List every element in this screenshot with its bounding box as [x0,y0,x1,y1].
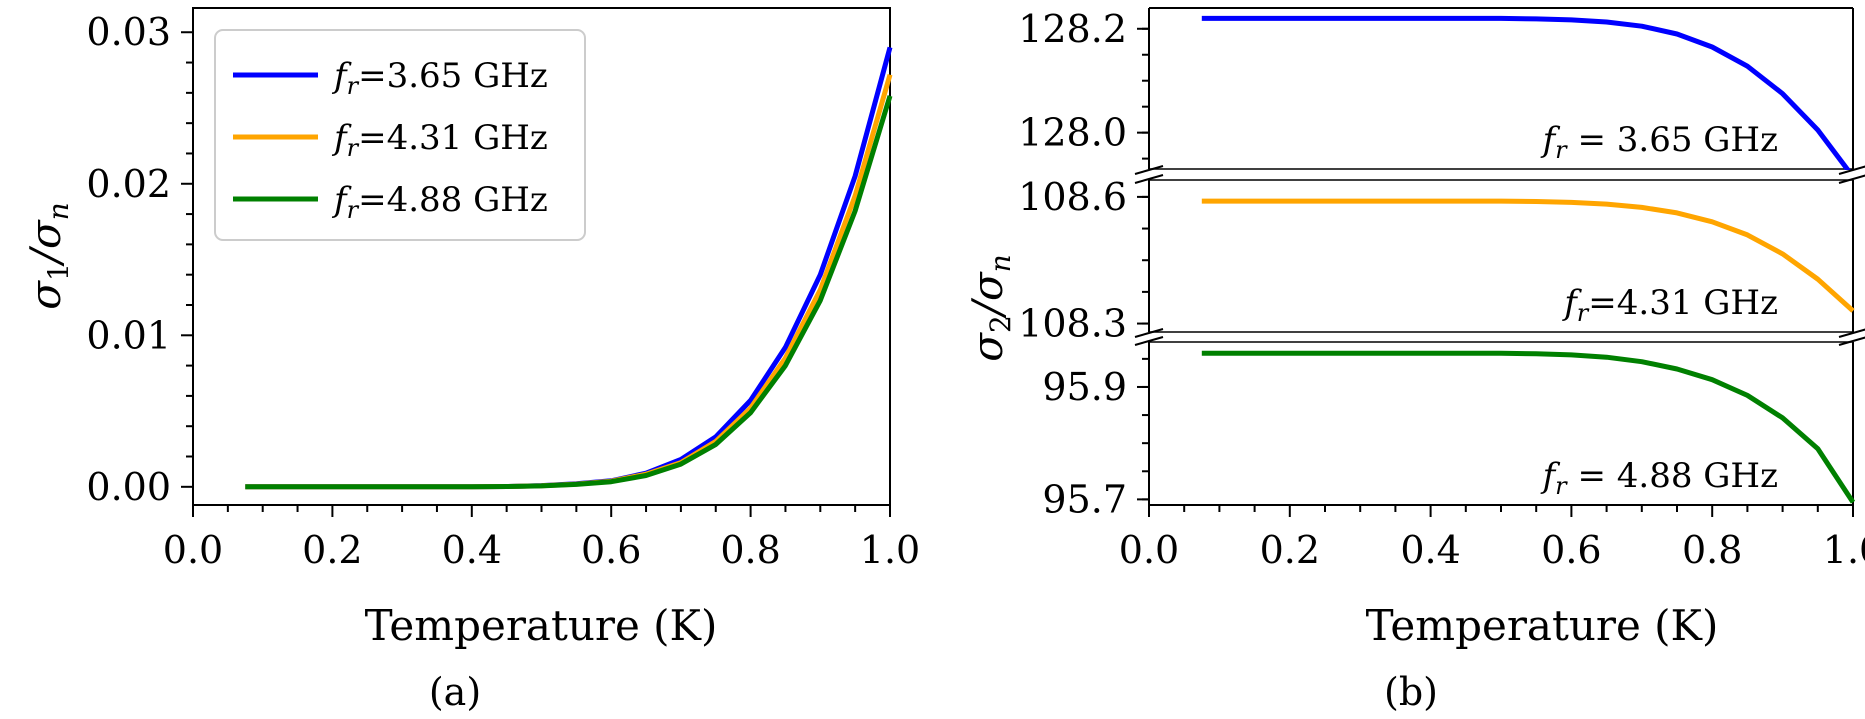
y-tick-label: 128.2 [1018,7,1127,51]
y-tick-label: 95.7 [1042,477,1127,521]
ylabel-a-slash: /σ [21,219,70,267]
panel-a-xlabel: Temperature (K) [365,601,718,650]
ylabel-b-subn: n [984,254,1017,272]
axis-break-mark [1134,165,1164,175]
x-tick-label: 0.4 [1400,528,1460,572]
ylabel-a-sub1: 1 [42,263,75,281]
series-line [1201,15,1855,179]
x-tick-label: 1.0 [1823,528,1865,572]
y-tick-label: 128.0 [1018,111,1127,155]
axis-break-mark [1134,174,1164,184]
x-tick-label: 1.0 [860,528,920,572]
panel-a: 0.0 0.2 0.4 0.6 0.8 1.0 0.00 0.01 0.02 0.03 fr=3… [21,7,920,714]
break-gap [1839,170,1865,179]
x-tick-label: 0.4 [442,528,502,572]
x-tick-label: 0.2 [302,528,362,572]
ylabel-a-subn: n [42,202,75,220]
legend: fr=3.65 GHz fr=4.31 GHz fr=4.88 GHz [214,29,586,241]
x-tick-label: 0.2 [1260,528,1320,572]
legend-label: fr=4.88 GHz [331,180,548,224]
series-line [245,95,893,490]
break-gap [1135,170,1163,179]
y-tick-label: 108.3 [1018,302,1127,346]
panel-b-ylabel: σ2/σn [963,254,1017,361]
panel-a-caption: (a) [429,670,481,714]
break-gap [1839,333,1865,341]
series-line [1201,198,1855,313]
x-tick-label: 0.6 [1541,528,1601,572]
axis-break-mark [1838,336,1865,346]
ylabel-b-sub2: 2 [984,315,1017,333]
x-tick-label: 0.8 [720,528,780,572]
x-tick-label: 0.6 [581,528,641,572]
legend-label: fr=3.65 GHz [331,56,548,100]
axis-break-mark [1134,328,1164,338]
panel-b-xlabel: Temperature (K) [1366,601,1719,650]
series-line [1201,350,1856,504]
x-tick-label: 0.0 [1119,528,1179,572]
series-annotation: fr=4.31 GHz [1561,283,1778,327]
y-tick-label: 0.03 [86,10,171,54]
panel-b: 0.0 0.2 0.4 0.6 0.8 1.0 128.2 128.0 108.6 108.3 9… [963,7,1865,714]
axis-break-mark [1134,336,1164,346]
axis-break-mark [1838,328,1865,338]
axis-break-mark [1838,174,1865,184]
ylabel-b-slash: /σ [963,271,1012,319]
break-gap [1135,333,1163,341]
panel-a-ylabel: σ1/σn [21,202,75,309]
y-tick-label: 0.01 [86,313,171,357]
series-annotation: fr = 3.65 GHz [1540,120,1778,164]
ylabel-a-sigma: σ [21,280,70,310]
legend-box [214,29,586,241]
y-tick-label: 0.02 [86,162,171,206]
x-tick-label: 0.0 [163,528,223,572]
x-tick-label: 0.8 [1682,528,1742,572]
legend-label: fr=4.31 GHz [331,118,548,162]
y-tick-label: 0.00 [86,465,171,509]
axis-break-mark [1838,165,1865,175]
ylabel-b-sigma: σ [963,332,1012,362]
y-tick-label: 108.6 [1018,175,1127,219]
series-annotation: fr = 4.88 GHz [1540,456,1778,500]
y-tick-label: 95.9 [1042,365,1127,409]
panel-b-caption: (b) [1384,670,1438,714]
